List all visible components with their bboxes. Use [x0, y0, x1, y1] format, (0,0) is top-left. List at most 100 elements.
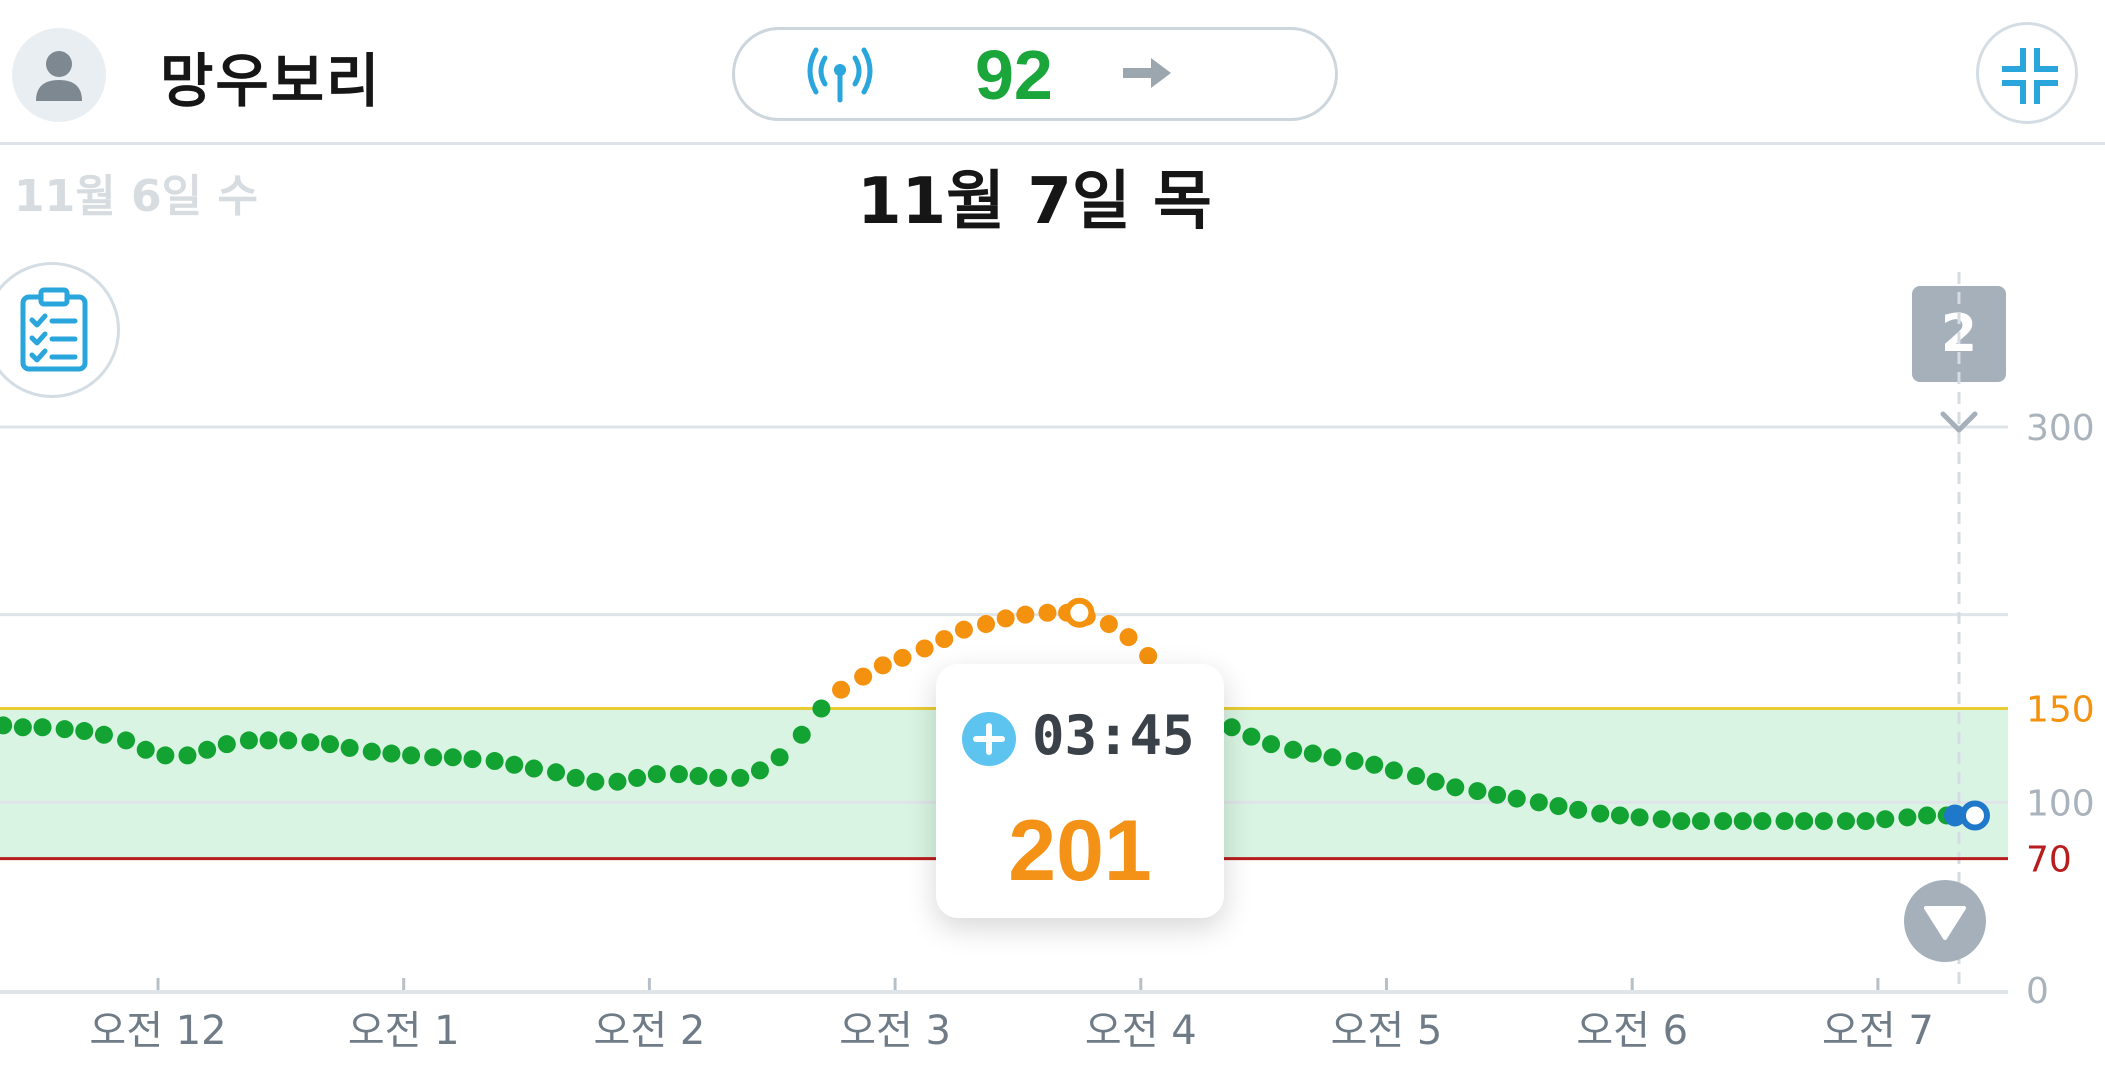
- current-day-label: 11월 7일 목: [857, 165, 1212, 239]
- glucose-point: [1795, 812, 1814, 831]
- glucose-point: [1242, 727, 1261, 746]
- glucose-point: [1898, 808, 1917, 827]
- glucose-point: [33, 718, 52, 737]
- glucose-point: [1733, 812, 1752, 831]
- glucose-point: [647, 765, 666, 784]
- glucose-point: [1099, 615, 1118, 634]
- glucose-point: [812, 699, 831, 718]
- person-icon: [36, 51, 82, 101]
- signal-icon: [807, 47, 873, 103]
- glucose-point: [55, 720, 74, 739]
- scroll-to-now-button[interactable]: [1904, 880, 1986, 962]
- glucose-point: [1836, 812, 1855, 831]
- glucose-point: [340, 738, 359, 757]
- x-tick-label: 오전 4: [1085, 1008, 1197, 1054]
- glucose-point: [566, 768, 585, 787]
- user-name: 망우보리: [160, 47, 382, 115]
- glucose-point: [731, 768, 750, 787]
- glucose-point: [586, 772, 605, 791]
- glucose-point: [1406, 767, 1425, 786]
- glucose-point: [1284, 740, 1303, 759]
- glucose-point: [1856, 812, 1875, 831]
- glucose-point: [915, 639, 934, 658]
- x-tick-label: 오전 5: [1331, 1008, 1443, 1054]
- latest-reading-point: [1943, 804, 1966, 827]
- glucose-point: [1468, 782, 1487, 801]
- glucose-point: [669, 765, 688, 784]
- glucose-point: [75, 722, 94, 741]
- tooltip-time: 03:45: [1032, 704, 1195, 767]
- add-icon[interactable]: [962, 712, 1016, 766]
- collapse-button[interactable]: [1976, 22, 2078, 124]
- glucose-point: [443, 748, 462, 767]
- glucose-point: [1303, 744, 1322, 763]
- plus-icon: [973, 723, 1005, 755]
- y-tick-label: 150: [2026, 690, 2095, 731]
- glucose-point: [1038, 603, 1057, 622]
- glucose-point: [832, 680, 851, 699]
- arrow-right-icon: [1123, 58, 1171, 88]
- glucose-point: [402, 746, 421, 765]
- glucose-point: [709, 768, 728, 787]
- x-tick-label: 오전 6: [1576, 1008, 1688, 1054]
- avatar[interactable]: [12, 28, 106, 122]
- current-value: 92: [975, 36, 1053, 114]
- x-tick-label: 오전 2: [594, 1008, 706, 1054]
- glucose-point: [117, 731, 136, 750]
- clipboard-checklist-icon: [20, 287, 88, 372]
- glucose-point: [1753, 812, 1772, 831]
- glucose-point: [770, 748, 789, 767]
- x-tick-label: 오전 1: [348, 1008, 460, 1054]
- glucose-point: [1365, 755, 1384, 774]
- glucose-point: [1691, 812, 1710, 831]
- glucose-point: [547, 763, 566, 782]
- latest-reading-marker[interactable]: [1959, 800, 1990, 831]
- header-divider: [0, 142, 2105, 145]
- y-tick-label: 70: [2026, 840, 2072, 881]
- glucose-point: [873, 656, 892, 675]
- glucose-point: [239, 731, 258, 750]
- glucose-point: [424, 748, 443, 767]
- glucose-point: [1345, 752, 1364, 771]
- reading-tooltip[interactable]: 03:45 201: [936, 664, 1224, 918]
- glucose-point: [977, 615, 996, 634]
- glucose-point: [792, 725, 811, 744]
- glucose-point: [854, 667, 873, 686]
- glucose-point: [156, 746, 175, 765]
- glucose-point: [1591, 804, 1610, 823]
- glucose-point: [301, 733, 320, 752]
- glucose-point: [94, 725, 113, 744]
- glucose-point: [279, 731, 298, 750]
- glucose-point: [178, 746, 197, 765]
- glucose-point: [1426, 772, 1445, 791]
- y-tick-label: 100: [2026, 783, 2095, 824]
- x-tick-label: 오전 7: [1822, 1008, 1934, 1054]
- current-reading-pill[interactable]: 92: [732, 27, 1338, 121]
- chevron-down-icon: [1940, 411, 1978, 433]
- glucose-point: [996, 609, 1015, 628]
- glucose-point: [382, 744, 401, 763]
- glucose-point: [136, 740, 155, 759]
- glucose-point: [1652, 810, 1671, 829]
- glucose-point: [198, 740, 217, 759]
- selected-point-marker[interactable]: [1064, 597, 1095, 628]
- glucose-point: [505, 755, 524, 774]
- y-tick-label: 0: [2026, 971, 2049, 1012]
- glucose-point: [259, 731, 278, 750]
- glucose-point: [217, 735, 236, 754]
- glucose-point: [1016, 605, 1035, 624]
- glucose-point: [1549, 797, 1568, 816]
- glucose-point: [1714, 812, 1733, 831]
- glucose-point: [750, 761, 769, 780]
- glucose-point: [1119, 628, 1138, 647]
- collapse-icon: [2002, 48, 2058, 104]
- current-day-title: 11월 7일 목: [0, 150, 2105, 242]
- glucose-point: [320, 735, 339, 754]
- log-button[interactable]: [0, 262, 120, 398]
- glucose-point: [1139, 646, 1158, 665]
- glucose-point: [1222, 718, 1241, 737]
- tooltip-value: 201: [1008, 803, 1152, 899]
- glucose-point: [608, 772, 627, 791]
- previous-day-link[interactable]: 11월 6일 수: [14, 171, 258, 222]
